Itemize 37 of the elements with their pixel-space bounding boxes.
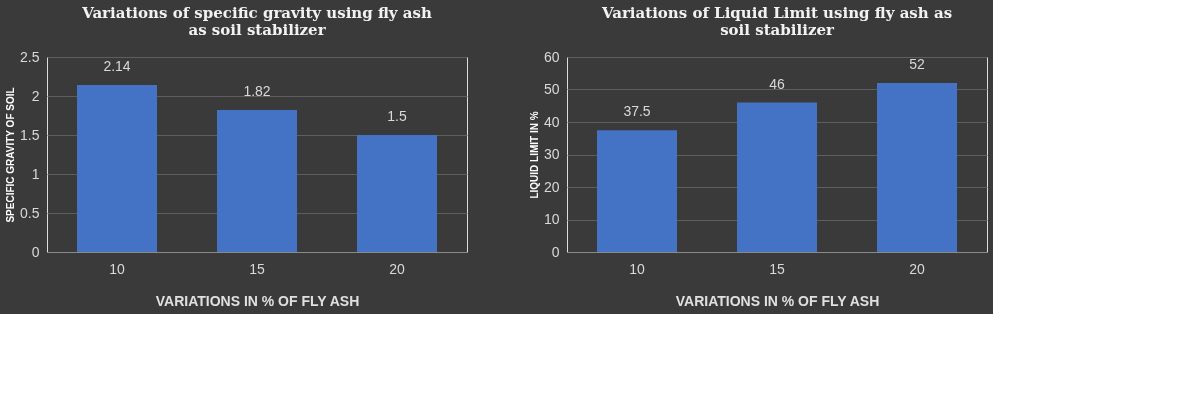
data-label: 1.5 — [387, 108, 407, 124]
x-tick-label: 10 — [109, 260, 125, 277]
y-tick-label: 50 — [543, 81, 560, 97]
bar — [877, 83, 957, 252]
data-label: 1.82 — [243, 83, 271, 100]
y-tick-label: 0 — [31, 243, 40, 260]
bar — [77, 85, 157, 252]
x-tick-label: 15 — [769, 260, 785, 277]
data-label: 46 — [769, 75, 785, 92]
y-axis-title: SPECIFIC GRAVITY OF SOIL — [5, 87, 17, 223]
x-axis-title: VARIATIONS IN % OF FLY ASH — [675, 292, 880, 309]
x-tick-label: 20 — [389, 260, 405, 277]
x-tick-label: 15 — [249, 260, 265, 277]
x-tick-label: 20 — [909, 260, 925, 277]
x-tick-label: 10 — [629, 260, 645, 277]
data-label: 37.5 — [623, 103, 651, 120]
y-tick-label: 30 — [543, 146, 560, 162]
y-axis-title: LIQUID LIMIT IN % — [528, 111, 540, 199]
bar — [217, 110, 297, 252]
data-label: 2.14 — [103, 58, 131, 75]
y-tick-label: 10 — [543, 211, 560, 227]
chart-title: Variations of specific gravity using fly ash as soil stabilizer — [81, 4, 432, 39]
x-axis-title: VARIATIONS IN % OF FLY ASH — [155, 292, 360, 309]
bar — [737, 102, 817, 252]
bar — [597, 130, 677, 252]
bar — [357, 135, 437, 252]
chart-title: Variations of Liquid Limit using fly ash as soil stabilizer — [600, 4, 953, 39]
y-tick-label: 2.5 — [20, 48, 40, 65]
y-tick-label: 1.5 — [20, 126, 40, 143]
y-tick-label: 20 — [543, 178, 560, 195]
data-label: 52 — [909, 56, 925, 72]
y-tick-label: 0.5 — [20, 204, 40, 221]
y-tick-label: 40 — [543, 113, 560, 130]
y-tick-label: 2 — [31, 87, 40, 104]
y-tick-label: 60 — [543, 48, 560, 65]
y-tick-label: 0 — [551, 243, 560, 260]
y-tick-label: 1 — [31, 165, 40, 182]
